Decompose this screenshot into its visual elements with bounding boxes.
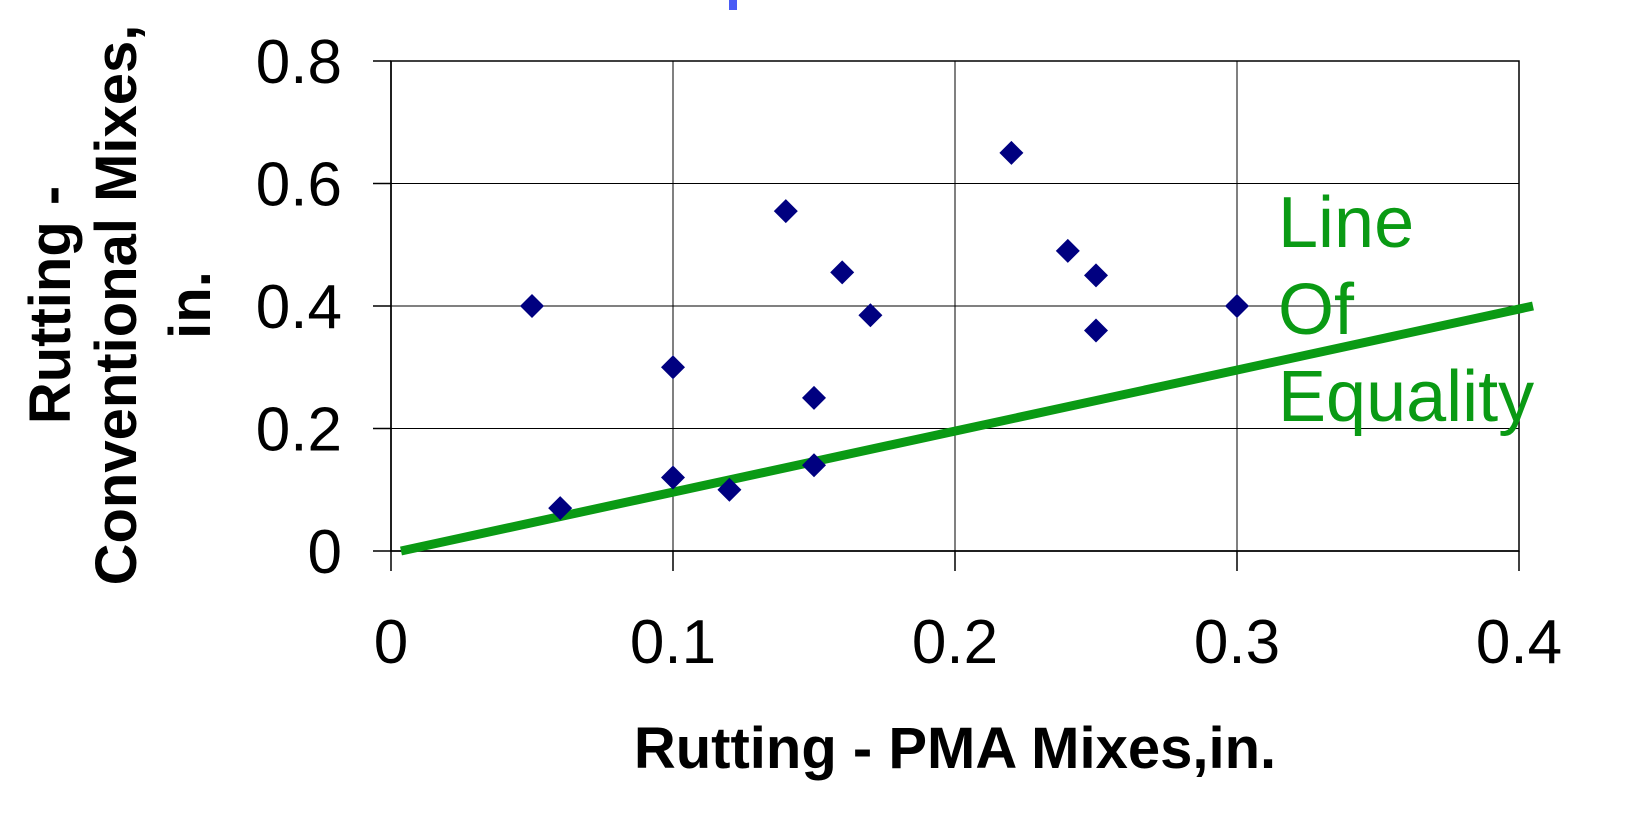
x-tick-label: 0.2: [912, 608, 998, 677]
top-edge-mark: [729, 0, 737, 10]
y-axis-title-line-3: in.: [158, 271, 223, 339]
annotation-line-1: Line: [1278, 183, 1414, 263]
data-point: [773, 199, 798, 224]
y-tick-label: 0.6: [256, 151, 342, 220]
y-tick-label: 0: [308, 518, 342, 587]
data-point: [1084, 263, 1108, 288]
x-tick-label: 0.3: [1194, 608, 1280, 677]
annotation-line-2: Of: [1278, 270, 1355, 350]
x-tick-label: 0.4: [1476, 608, 1562, 677]
data-point: [717, 477, 742, 502]
tick-labels: 0 0.1 0.2 0.3 0.4 0 0.2 0.4 0.6 0.8: [256, 28, 1562, 677]
y-tick-label: 0.4: [256, 273, 342, 342]
data-point: [661, 465, 685, 490]
y-tick-label: 0.2: [256, 396, 342, 465]
data-point: [802, 385, 826, 410]
data-point: [999, 140, 1024, 165]
line-of-equality-path: [400, 301, 1534, 556]
data-points: [520, 140, 1249, 521]
y-axis-title-line-1: Rutting -: [18, 186, 83, 424]
data-point: [1055, 238, 1080, 263]
x-tick-label: 0: [374, 608, 408, 677]
data-point: [1225, 294, 1249, 318]
x-axis-title: Rutting - PMA Mixes,in.: [634, 716, 1276, 781]
data-point: [661, 355, 685, 380]
y-tick-label: 0.8: [256, 28, 342, 97]
data-point: [1084, 318, 1108, 343]
y-axis-title: Rutting - Conventional Mixes, in.: [18, 25, 223, 586]
y-axis-title-line-2: Conventional Mixes,: [84, 25, 149, 586]
data-point: [802, 453, 826, 478]
x-tick-label: 0.1: [630, 608, 716, 677]
data-point: [830, 260, 855, 285]
line-of-equality: [400, 301, 1534, 556]
annotation-line-3: Equality: [1278, 357, 1534, 437]
axes: [373, 60, 1520, 571]
data-point: [520, 294, 544, 318]
data-point: [548, 496, 573, 521]
data-point: [858, 303, 883, 328]
